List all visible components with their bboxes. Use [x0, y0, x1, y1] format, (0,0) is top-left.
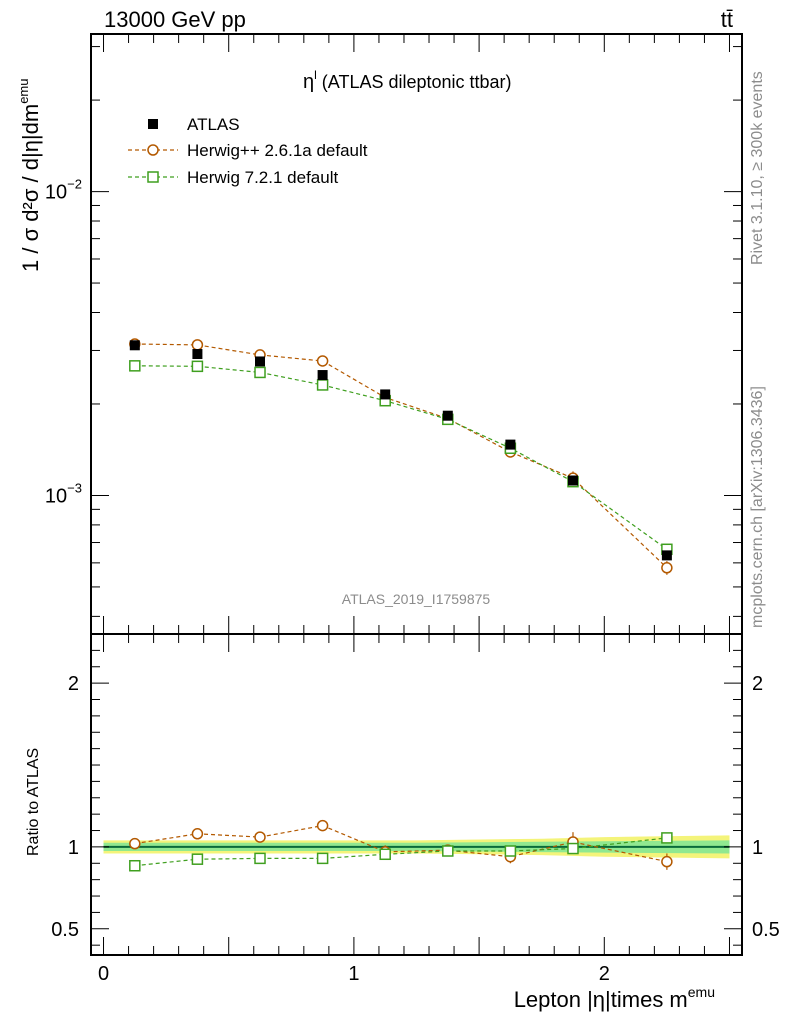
herwig-7-2-1-default-ratio-point: [661, 832, 673, 844]
herwig-7-2-1-default-point: [129, 360, 141, 372]
atlas-point: [255, 356, 266, 367]
plot-title-rest: (ATLAS dileptonic ttbar): [317, 72, 512, 92]
x-tick-label: 2: [599, 963, 610, 985]
legend: ATLAS Herwig++ 2.6.1a default Herwig 7.2.1…: [128, 115, 368, 187]
legend-atlas-label: ATLAS: [187, 115, 240, 134]
herwig-7-2-1-default-ratio-point: [316, 852, 329, 865]
energy-label: 13000 GeV pp: [104, 7, 246, 32]
herwig-2-6-1a-default-point: [661, 562, 673, 574]
ratio-series: [129, 819, 673, 872]
ratio-y-tick-label-left: 2: [68, 673, 79, 695]
atlas-point: [380, 389, 391, 400]
process-label: tt̄: [721, 7, 733, 32]
herwig-7-2-1-default-ratio-point: [567, 842, 579, 855]
atlas-point: [567, 475, 578, 486]
herwig-7-2-1-default-ratio-point: [504, 845, 517, 857]
herwig-7-2-1-default-point: [191, 360, 204, 373]
atlas-point: [505, 439, 516, 450]
herwig-2-6-1a-default-ratio-point: [661, 855, 673, 868]
main-y-axis-label: 1 / σ d²σ / d|η|dmemu: [16, 79, 43, 273]
atlas-point: [442, 410, 453, 421]
x-tick-label: 1: [348, 963, 359, 985]
herwig-7-2-1-default-ratio-point: [254, 852, 266, 865]
plot-title-sup: l: [314, 68, 317, 82]
legend-herwig-2-6-1a-default-label: Herwig++ 2.6.1a default: [187, 141, 368, 160]
ratio-y-tick-label-right: 0.5: [752, 919, 780, 941]
herwig-2-6-1a-default-ratio-point: [316, 819, 329, 832]
atlas-point: [661, 550, 672, 561]
x-axis-label-sup: emu: [688, 984, 715, 1000]
herwig-2-6-1a-default-point: [191, 339, 204, 351]
legend-herwig-2-6-1a-default-marker: [147, 144, 159, 156]
ratio-y-axis-label: Ratio to ATLAS: [25, 748, 42, 856]
ratio-y-tick-label-left: 0.5: [51, 919, 79, 941]
plot-title: ηl (ATLAS dileptonic ttbar): [303, 68, 512, 93]
ratio-plot-frame: [90, 633, 743, 956]
herwig-2-6-1a-default-ratio-point: [191, 828, 204, 840]
main-y-tick-label: 10−3: [45, 480, 82, 507]
herwig-7-2-1-default-point: [254, 366, 266, 379]
x-tick-label: 0: [98, 963, 109, 985]
herwig-7-2-1-default-ratio-point: [379, 848, 391, 861]
herwig-2-6-1a-default-ratio-line: [134, 824, 668, 863]
herwig-7-2-1-default-ratio-point: [442, 845, 454, 857]
analysis-label: ATLAS_2019_I1759875: [342, 591, 491, 607]
legend-herwig-7-2-1-default-label: Herwig 7.2.1 default: [187, 168, 338, 187]
x-axis-label: Lepton |η|times memu: [514, 984, 715, 1012]
main-series: [129, 338, 673, 575]
mcplots-label: mcplots.cern.ch [arXiv:1306.3436]: [749, 386, 766, 628]
ratio-y-tick-label-left: 1: [68, 837, 79, 859]
herwig-2-6-1a-default-ratio-point: [129, 837, 141, 850]
main-y-tick-label: 10−2: [45, 177, 82, 204]
atlas-point: [129, 340, 140, 351]
herwig-7-2-1-default-ratio-point: [191, 853, 204, 865]
atlas-point: [317, 370, 328, 381]
main-y-axis-label-sup: emu: [16, 79, 31, 104]
ratio-y-tick-label-right: 2: [752, 673, 763, 695]
legend-atlas-marker: [148, 119, 158, 129]
rivet-label: Rivet 3.1.10, ≥ 300k events: [749, 71, 766, 265]
main-y-tick-label-exp: −3: [67, 480, 82, 495]
main-y-tick-label-base: 10: [45, 182, 67, 204]
legend-herwig-7-2-1-default-marker: [147, 171, 159, 183]
herwig-7-2-1-default-ratio-point: [129, 859, 141, 872]
herwig-2-6-1a-default-point: [316, 355, 329, 367]
main-y-tick-label-exp: −2: [67, 177, 82, 192]
ratio-y-tick-label-right: 1: [752, 837, 763, 859]
herwig-7-2-1-default-point: [316, 379, 329, 391]
main-y-tick-label-base: 10: [45, 485, 67, 507]
herwig-7-2-1-default-line: [134, 365, 668, 550]
atlas-point: [192, 349, 203, 360]
herwig-2-6-1a-default-ratio-point: [254, 831, 266, 843]
plot-title-main: η: [303, 71, 314, 93]
herwig-2-6-1a-default-line: [134, 343, 668, 569]
x-axis-label-text: Lepton |η|times m: [514, 987, 688, 1012]
axes: 10−210−30 1 22 21 10.5 0.5: [45, 33, 780, 985]
main-y-axis-label-text: 1 / σ d²σ / d|η|dm: [18, 104, 43, 272]
